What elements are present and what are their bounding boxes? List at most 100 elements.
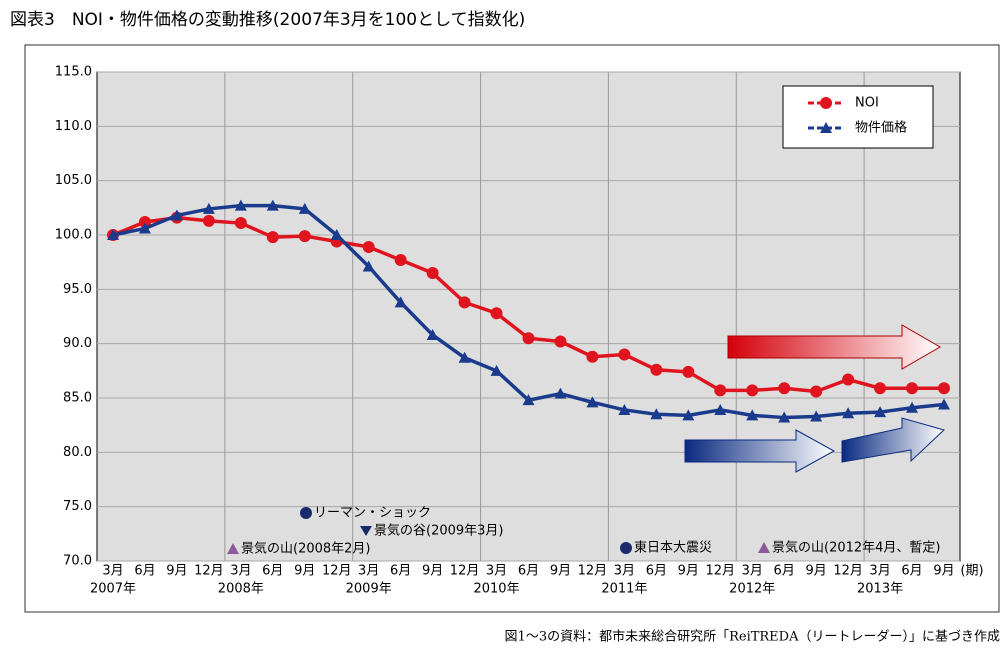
x-tick-label: 3月: [742, 564, 763, 579]
data-point: [234, 199, 247, 211]
x-tick-label: 3月: [486, 564, 507, 579]
x-tick-label: 9月: [806, 564, 827, 579]
data-point: [138, 215, 151, 228]
y-tick-label: 105.0: [55, 173, 92, 188]
data-point: [650, 363, 663, 376]
legend-label: 物件価格: [855, 120, 907, 136]
data-point: [746, 409, 759, 421]
y-tick-label: 90.0: [63, 336, 92, 351]
x-group-label: 2009年: [346, 582, 392, 597]
data-point: [138, 222, 151, 234]
annotation: 景気の山(2012年4月、暫定): [772, 540, 941, 556]
x-tick-label: 3月: [358, 564, 379, 579]
x-tick-label: 3月: [869, 564, 890, 579]
arrow: [684, 429, 836, 473]
data-point: [298, 230, 311, 243]
data-point: [842, 373, 855, 386]
data-point: [714, 384, 727, 397]
data-point: [586, 350, 599, 363]
data-point: [746, 384, 759, 397]
data-point: [874, 382, 887, 395]
x-tick-label: 6月: [518, 564, 539, 579]
data-point: [650, 408, 663, 420]
x-group-label: 2013年: [857, 582, 903, 597]
data-point: [202, 214, 215, 227]
y-tick-label: 85.0: [63, 391, 92, 406]
data-point: [618, 403, 631, 415]
data-point: [362, 260, 375, 272]
data-point: [906, 401, 919, 413]
x-tick-label: 9月: [933, 564, 954, 579]
x-tick-label: 6月: [774, 564, 795, 579]
arrow: [727, 324, 941, 370]
data-point: [938, 382, 950, 395]
data-point: [714, 403, 727, 415]
y-tick-label: 115.0: [55, 65, 92, 80]
annotation-marker: [620, 542, 632, 554]
data-point: [170, 209, 183, 221]
data-point: [490, 364, 503, 376]
data-point: [202, 202, 215, 214]
chart-title: 図表3 NOI・物件価格の変動推移(2007年3月を100として指数化): [10, 10, 525, 30]
data-point: [107, 229, 119, 240]
x-group-label: 2010年: [473, 582, 519, 597]
x-tick-label: 6月: [262, 564, 283, 579]
data-point: [426, 328, 439, 340]
data-point: [810, 385, 823, 398]
x-tick-label: 12月: [450, 564, 480, 579]
data-point: [874, 406, 887, 418]
annotation-marker: [360, 526, 372, 536]
data-point: [362, 240, 375, 253]
x-tick-label: 12月: [705, 564, 735, 579]
data-point: [682, 409, 695, 421]
data-point: [810, 410, 823, 422]
data-point: [298, 202, 311, 214]
y-tick-label: 110.0: [55, 119, 92, 134]
x-tick-label: 6月: [646, 564, 667, 579]
data-point: [906, 382, 919, 395]
arrow: [841, 417, 945, 463]
annotation: リーマン・ショック: [314, 506, 431, 521]
legend-label: NOI: [855, 96, 879, 111]
annotation-marker: [227, 543, 239, 554]
legend-marker: [820, 122, 832, 133]
data-point: [522, 332, 535, 345]
annotation: 東日本大震災: [634, 540, 712, 556]
data-point: [394, 296, 407, 308]
x-tick-label: 3月: [230, 564, 251, 579]
data-point: [458, 296, 471, 309]
x-tick-label: 3月: [102, 564, 123, 579]
x-group-label: 2011年: [601, 582, 647, 597]
x-tick-label: 9月: [294, 564, 315, 579]
legend: [782, 85, 934, 149]
data-point: [778, 411, 791, 423]
x-unit: (期): [960, 564, 983, 579]
data-point: [394, 253, 407, 266]
x-tick-label: 12月: [322, 564, 352, 579]
x-tick-label: 6月: [134, 564, 155, 579]
x-tick-label: 9月: [550, 564, 571, 579]
data-point: [234, 217, 247, 230]
x-group-label: 2012年: [729, 582, 775, 597]
annotation-marker: [758, 542, 770, 553]
data-point: [554, 387, 567, 399]
data-point: [490, 307, 503, 320]
x-tick-label: 12月: [194, 564, 224, 579]
data-point: [266, 231, 279, 244]
data-point: [266, 199, 279, 211]
data-point: [938, 398, 950, 410]
data-point: [554, 335, 567, 348]
data-point: [330, 229, 343, 240]
annotation-marker: [300, 507, 312, 519]
x-tick-label: 12月: [833, 564, 863, 579]
data-point: [522, 394, 535, 406]
data-point: [682, 365, 695, 378]
legend-marker: [820, 97, 832, 109]
x-group-label: 2008年: [218, 582, 264, 597]
y-tick-label: 80.0: [63, 445, 92, 460]
y-tick-label: 75.0: [63, 499, 92, 514]
frame: [24, 44, 1000, 613]
x-tick-label: 9月: [166, 564, 187, 579]
data-point: [458, 351, 471, 363]
